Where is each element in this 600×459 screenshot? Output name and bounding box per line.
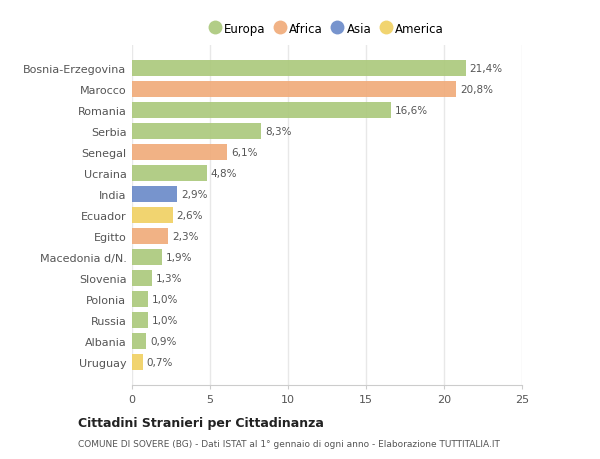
Text: 2,9%: 2,9% [181,190,208,200]
Bar [132,62,466,77]
Bar [132,313,148,328]
Bar [132,334,146,349]
Bar [132,354,143,370]
Bar [132,103,391,119]
Text: Cittadini Stranieri per Cittadinanza: Cittadini Stranieri per Cittadinanza [78,416,324,429]
Text: 6,1%: 6,1% [231,148,257,158]
Text: 1,0%: 1,0% [151,315,178,325]
Bar [132,291,148,308]
Text: 16,6%: 16,6% [395,106,428,116]
Text: 0,7%: 0,7% [147,357,173,367]
Text: 20,8%: 20,8% [460,85,493,95]
Bar [132,250,161,265]
Text: 8,3%: 8,3% [265,127,292,137]
Bar [132,145,227,161]
Bar [132,166,207,182]
Legend: Europa, Africa, Asia, America: Europa, Africa, Asia, America [205,18,449,40]
Text: 21,4%: 21,4% [470,64,503,74]
Bar [132,82,457,98]
Text: 1,0%: 1,0% [151,295,178,304]
Text: 1,9%: 1,9% [166,252,192,263]
Bar [132,229,168,245]
Bar [132,271,152,286]
Text: 1,3%: 1,3% [156,274,182,284]
Text: 2,3%: 2,3% [172,232,198,241]
Bar [132,187,177,202]
Bar [132,124,262,140]
Text: 0,9%: 0,9% [150,336,176,347]
Bar [132,208,173,224]
Text: COMUNE DI SOVERE (BG) - Dati ISTAT al 1° gennaio di ogni anno - Elaborazione TUT: COMUNE DI SOVERE (BG) - Dati ISTAT al 1°… [78,439,500,448]
Text: 2,6%: 2,6% [176,211,203,221]
Text: 4,8%: 4,8% [211,169,237,179]
